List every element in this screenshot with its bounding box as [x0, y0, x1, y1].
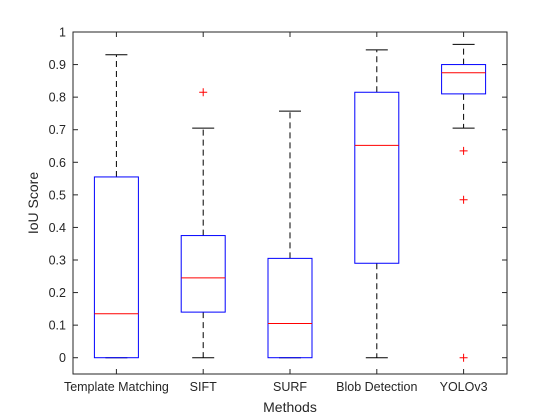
- iqr-box: [180, 235, 226, 313]
- x-axis-ticks: Template Matching SIFT SURF Blob Detection Y…: [64, 32, 488, 394]
- y-tick-label: 0.9: [49, 58, 66, 72]
- x-tick-label: Blob Detection: [336, 380, 417, 394]
- outlier-marker: [459, 146, 468, 155]
- y-tick-label: 0.4: [49, 221, 66, 235]
- box-group: [267, 110, 313, 359]
- iqr-box: [267, 257, 313, 359]
- y-tick-label: 1: [59, 26, 66, 40]
- iqr-box: [441, 64, 487, 95]
- x-tick-label: SIFT: [190, 380, 217, 394]
- box-series: [93, 43, 487, 362]
- y-tick-label: 0.7: [49, 123, 66, 137]
- y-tick-label: 0.8: [49, 91, 66, 105]
- box-group: [180, 88, 226, 359]
- iqr-box: [93, 176, 139, 359]
- y-tick-label: 0.1: [49, 319, 66, 333]
- outlier-marker: [459, 195, 468, 204]
- y-tick-label: 0: [59, 351, 66, 365]
- outlier-marker: [199, 88, 208, 97]
- y-axis-label: IoU Score: [25, 172, 41, 234]
- iqr-box: [354, 91, 400, 264]
- x-axis-label: Methods: [263, 399, 317, 415]
- box-group: [93, 54, 139, 359]
- y-tick-label: 0.3: [49, 254, 66, 268]
- outlier-marker: [459, 353, 468, 362]
- y-tick-label: 0.5: [49, 188, 66, 202]
- y-axis-ticks: 0 0.1 0.2 0.3 0.4 0.5 0.6 0.7 0.8 0.9 1: [49, 26, 507, 365]
- y-tick-label: 0.2: [49, 286, 66, 300]
- y-tick-label: 0.6: [49, 156, 66, 170]
- x-tick-label: Template Matching: [64, 380, 169, 394]
- x-tick-label: SURF: [273, 380, 307, 394]
- box-group: [354, 49, 400, 359]
- box-group: [441, 43, 487, 362]
- x-tick-label: YOLOv3: [440, 380, 488, 394]
